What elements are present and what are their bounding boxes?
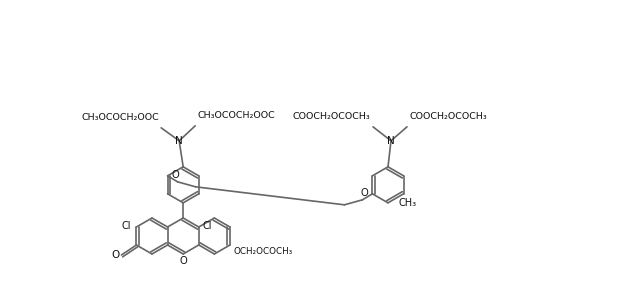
Text: OCH₂OCOCH₃: OCH₂OCOCH₃ (234, 248, 293, 256)
Text: O: O (111, 250, 120, 260)
Text: N: N (387, 136, 395, 146)
Text: Cl: Cl (203, 221, 212, 231)
Text: Cl: Cl (122, 221, 131, 231)
Text: CH₃: CH₃ (399, 198, 417, 208)
Text: O: O (172, 170, 179, 180)
Text: COOCH₂OCOCH₃: COOCH₂OCOCH₃ (292, 112, 370, 121)
Text: COOCH₂OCOCH₃: COOCH₂OCOCH₃ (410, 112, 488, 121)
Text: O: O (179, 256, 187, 266)
Text: CH₃OCOCH₂OOC: CH₃OCOCH₂OOC (197, 111, 275, 120)
Text: O: O (360, 188, 368, 198)
Text: N: N (175, 136, 183, 146)
Text: CH₃OCOCH₂OOC: CH₃OCOCH₂OOC (81, 113, 159, 122)
